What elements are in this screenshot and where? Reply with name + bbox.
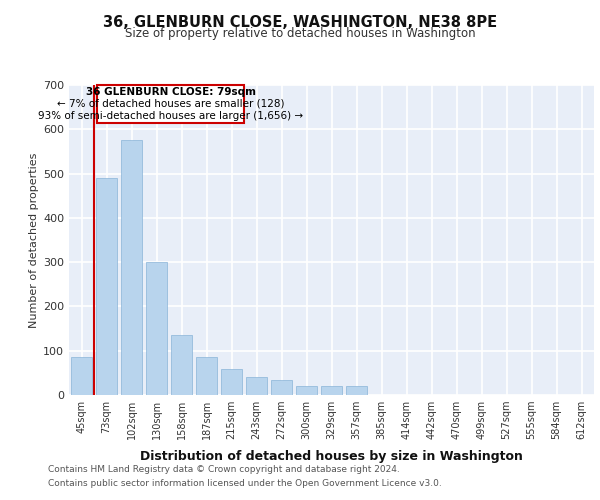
Text: Contains public sector information licensed under the Open Government Licence v3: Contains public sector information licen… [48, 479, 442, 488]
Bar [97, 85, 244, 122]
X-axis label: Distribution of detached houses by size in Washington: Distribution of detached houses by size … [140, 450, 523, 464]
Text: ← 7% of detached houses are smaller (128): ← 7% of detached houses are smaller (128… [57, 99, 284, 109]
Text: 36, GLENBURN CLOSE, WASHINGTON, NE38 8PE: 36, GLENBURN CLOSE, WASHINGTON, NE38 8PE [103, 15, 497, 30]
Bar [246, 378, 267, 395]
Bar [221, 370, 242, 395]
Bar [96, 178, 117, 395]
Text: 93% of semi-detached houses are larger (1,656) →: 93% of semi-detached houses are larger (… [38, 111, 303, 121]
Bar [171, 335, 192, 395]
Bar [296, 386, 317, 395]
Text: Size of property relative to detached houses in Washington: Size of property relative to detached ho… [125, 28, 475, 40]
Bar [321, 386, 342, 395]
Bar [121, 140, 142, 395]
Bar [196, 358, 217, 395]
Text: Contains HM Land Registry data © Crown copyright and database right 2024.: Contains HM Land Registry data © Crown c… [48, 466, 400, 474]
Bar [271, 380, 292, 395]
Bar [146, 262, 167, 395]
Bar [346, 386, 367, 395]
Text: 36 GLENBURN CLOSE: 79sqm: 36 GLENBURN CLOSE: 79sqm [86, 87, 256, 97]
Bar [71, 358, 92, 395]
Y-axis label: Number of detached properties: Number of detached properties [29, 152, 39, 328]
